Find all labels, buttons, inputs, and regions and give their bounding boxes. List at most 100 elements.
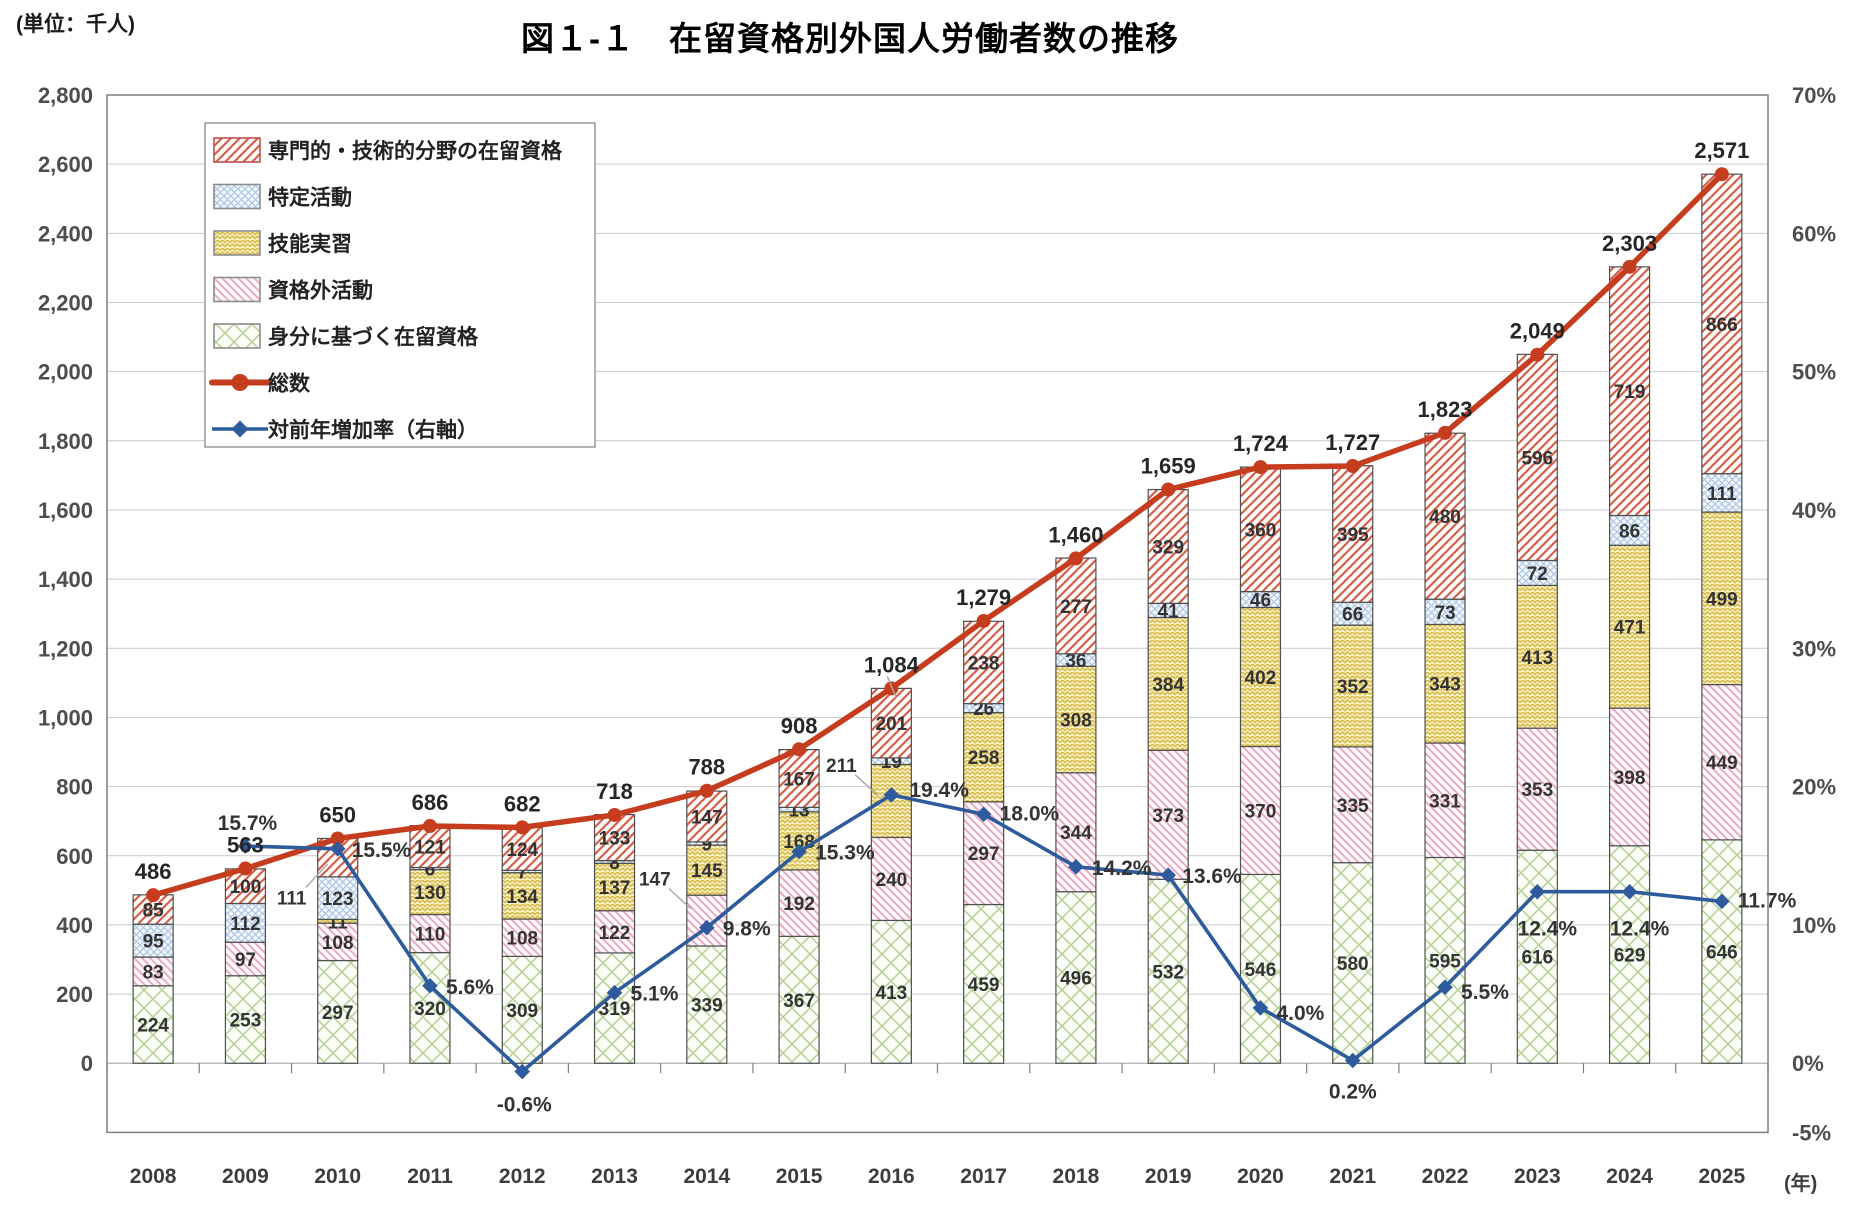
segment-value-label: 335 [1337, 796, 1369, 817]
segment-value-label: 373 [1152, 806, 1184, 827]
bar-segment-professional [1516, 353, 1558, 562]
bar-segment-professional [1608, 266, 1651, 517]
left-axis-labels: 0 200 400 600 800 1,000 1,200 1,400 1,600 1,800 2,… [38, 83, 93, 1076]
bar-segment-training [409, 868, 451, 916]
bar-segment-identity [778, 935, 820, 1064]
segment-value-label: 344 [1060, 823, 1092, 844]
segment-value-label: 297 [968, 844, 1000, 865]
total-value-label: 1,724 [1233, 431, 1289, 456]
growth-point [883, 787, 900, 803]
growth-rate-label: 15.3% [815, 842, 875, 865]
segment-value-label: 719 [1614, 382, 1646, 403]
segment-value-label: 110 [415, 925, 446, 946]
segment-value-label: 580 [1337, 954, 1369, 975]
segment-value-label: 8 [609, 853, 620, 874]
unit-note: (単位：千人) [16, 13, 135, 36]
total-value-label: 1,659 [1141, 454, 1196, 479]
segment-value-label: 123 [322, 889, 354, 910]
segment-value-label: 297 [322, 1003, 354, 1024]
growth-rate-label: -0.6% [497, 1094, 552, 1117]
y-axis-label-left: 2,400 [38, 221, 93, 246]
bar-segment-outside [1701, 683, 1743, 841]
segment-value-label: 9 [702, 834, 713, 855]
label-leader-line [886, 676, 898, 699]
x-axis-label: 2008 [130, 1165, 177, 1188]
segment-value-label: 646 [1706, 943, 1738, 964]
growth-rate-label: 4.0% [1276, 1002, 1324, 1025]
total-value-label: 1,727 [1325, 430, 1380, 455]
segment-value-label: 147 [691, 808, 723, 829]
total-point [238, 861, 253, 876]
bar-2013: 319 122 137 8 133 [593, 814, 636, 1064]
total-value-label: 1,084 [864, 652, 920, 677]
segment-value-label: 616 [1521, 948, 1553, 969]
segment-value-label: 121 [414, 838, 446, 859]
total-value-label: 1,460 [1048, 522, 1103, 547]
segment-value-label: 240 [876, 870, 908, 891]
total-point [699, 783, 714, 798]
bar-segment-professional [501, 826, 543, 871]
total-value-label: 682 [504, 791, 541, 816]
growth-point [975, 806, 992, 823]
total-line [150, 171, 1725, 898]
x-axis-label: 2024 [1606, 1165, 1653, 1188]
legend-item-identity: 身分に基づく在留資格 [213, 323, 479, 349]
legend-swatch-identity [213, 323, 261, 349]
growth-rate-label: 0.2% [1329, 1080, 1377, 1103]
segment-value-label: 308 [1060, 711, 1092, 732]
legend-item-professional: 専門的・技術的分野の在留資格 [213, 137, 563, 163]
x-axis-unit-label: (年) [1784, 1171, 1817, 1195]
bar-segment-professional [1147, 488, 1189, 604]
x-axis-label: 2025 [1699, 1165, 1746, 1188]
y-axis-label-left: 800 [56, 775, 93, 800]
legend-item-growth: 対前年増加率（右軸） [212, 418, 478, 442]
y-axis-label-left: 0 [81, 1051, 93, 1076]
bar-segment-professional [1424, 432, 1466, 600]
bar-2009: 253 97 112 100 [224, 868, 267, 1064]
y-axis-label-left: 2,200 [38, 290, 93, 315]
segment-value-label: 72 [1527, 564, 1548, 585]
segment-value-label: 353 [1521, 780, 1553, 801]
y-axis-label-left: 1,400 [38, 567, 93, 592]
plot-border [106, 94, 1769, 1134]
segment-value-label: 97 [235, 950, 256, 971]
segment-value-label: 629 [1614, 945, 1646, 966]
x-axis-label: 2015 [776, 1165, 823, 1188]
total-point [976, 613, 991, 628]
bar-segment-identity [224, 975, 267, 1064]
bar-segment-professional [963, 620, 1005, 705]
segment-value-label: 480 [1429, 507, 1461, 528]
segment-value-label: 595 [1429, 951, 1461, 972]
segment-value-label: 866 [1706, 315, 1738, 336]
y-axis-label-left: 2,600 [38, 152, 93, 177]
bar-2020: 546 370 402 46 360 [1239, 466, 1282, 1064]
bar-segment-outside [1332, 746, 1374, 864]
bar-2023: 616 353 413 72 596 [1516, 353, 1558, 1064]
y-axis-label-left: 600 [56, 844, 93, 869]
bar-segment-outside [870, 836, 912, 922]
bar-segment-training [1332, 624, 1374, 748]
bar-segment-professional [1701, 173, 1743, 475]
segment-value-label: 224 [137, 1016, 169, 1037]
total-point [146, 888, 161, 903]
growth-point [606, 984, 623, 1001]
total-value-label: 1,823 [1417, 397, 1472, 422]
legend-item-totals: 総数 [209, 372, 311, 396]
y-axis-label-left: 1,000 [38, 705, 93, 730]
bar-segment-training [1055, 665, 1097, 774]
growth-point [1621, 883, 1638, 900]
x-axis-label: 2023 [1514, 1165, 1561, 1188]
y-axis-label-right: -5% [1792, 1120, 1831, 1145]
legend-label-professional: 専門的・技術的分野の在留資格 [268, 139, 563, 163]
y-axis-label-left: 1,800 [38, 429, 93, 454]
x-axis-label: 2009 [222, 1165, 269, 1188]
segment-value-label: 112 [230, 914, 261, 935]
segment-value-label: 111 [277, 889, 307, 910]
legend-marker-totals [231, 374, 249, 391]
legend: 専門的・技術的分野の在留資格特定活動技能実習資格外活動身分に基づく在留資格総数対… [204, 122, 596, 448]
growth-point [514, 1063, 531, 1080]
growth-point [1714, 893, 1730, 910]
growth-point [1344, 1052, 1361, 1069]
segment-value-label: 449 [1706, 753, 1738, 774]
